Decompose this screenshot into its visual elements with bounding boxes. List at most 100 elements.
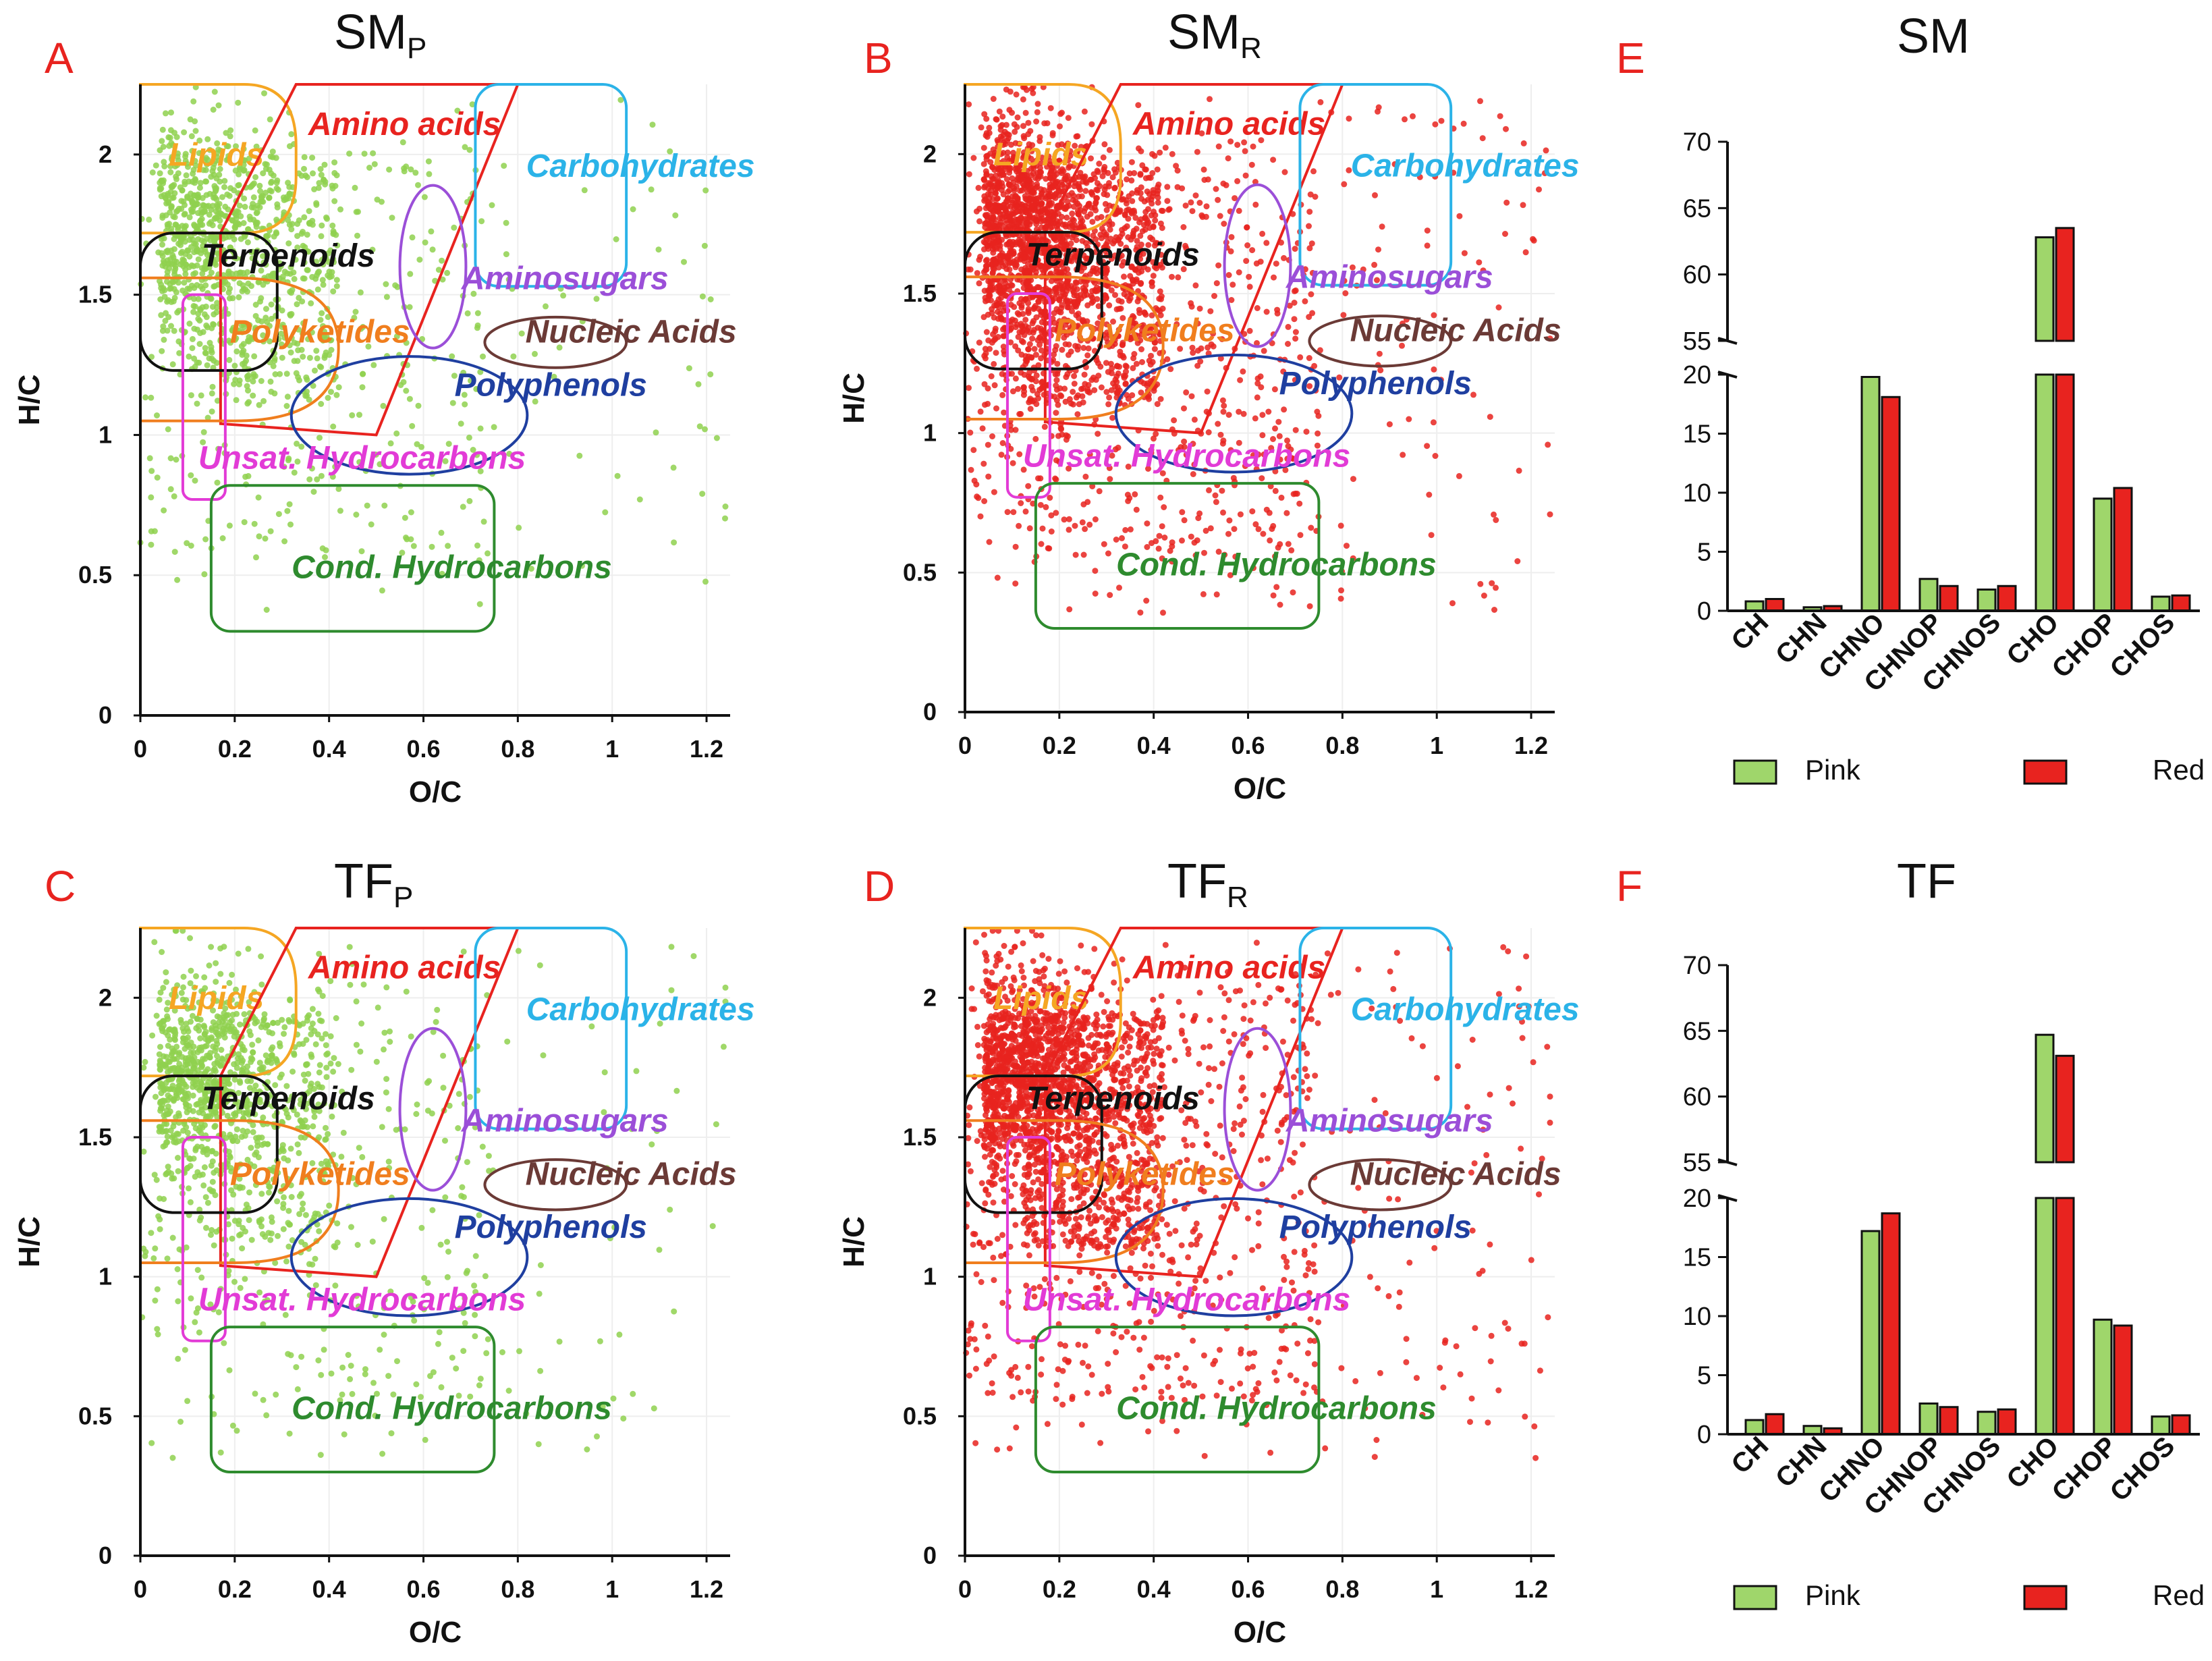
scatter-point xyxy=(1007,225,1014,232)
scatter-point xyxy=(1152,217,1159,224)
scatter-point xyxy=(244,383,250,389)
scatter-point xyxy=(408,509,414,516)
scatter-point xyxy=(1520,202,1526,209)
scatter-point xyxy=(528,566,534,572)
scatter-point xyxy=(1536,186,1542,193)
scatter-point xyxy=(1092,568,1099,574)
scatter-point xyxy=(177,1419,184,1425)
scatter-point xyxy=(345,1352,352,1358)
region-label-nuc: Nucleic Acids xyxy=(1350,312,1561,348)
scatter-point xyxy=(383,1076,390,1083)
scatter-point xyxy=(399,139,406,146)
scatter-point xyxy=(148,394,155,401)
scatter-point xyxy=(1081,371,1088,378)
scatter-point xyxy=(1199,213,1206,220)
scatter-point xyxy=(377,1346,383,1353)
scatter-point xyxy=(1029,320,1036,327)
scatter-point xyxy=(208,944,215,950)
x-axis-label: O/C xyxy=(409,775,462,809)
scatter-point xyxy=(1183,452,1190,458)
scatter-point xyxy=(242,203,248,210)
scatter-point xyxy=(171,285,177,292)
scatter-point xyxy=(483,1350,490,1357)
scatter-point xyxy=(308,1052,314,1058)
scatter-point xyxy=(406,304,413,310)
scatter-point xyxy=(1025,306,1032,312)
scatter-point xyxy=(223,142,230,149)
scatter-point xyxy=(1026,341,1033,348)
scatter-point xyxy=(271,358,278,364)
scatter-point xyxy=(1290,491,1297,497)
scatter-point xyxy=(1217,355,1224,362)
scatter-point xyxy=(191,296,197,302)
scatter-point xyxy=(429,1207,436,1214)
scatter-point xyxy=(273,1391,279,1398)
scatter-point xyxy=(1456,472,1462,479)
scatter-point xyxy=(281,1024,288,1031)
scatter-point xyxy=(1272,487,1279,494)
scatter-point xyxy=(335,485,342,492)
scatter-point xyxy=(200,167,206,173)
scatter-point xyxy=(206,264,213,271)
scatter-point xyxy=(1309,269,1316,276)
scatter-point xyxy=(314,286,321,293)
scatter-point xyxy=(1215,196,1221,203)
scatter-point xyxy=(206,355,213,362)
scatter-point xyxy=(182,271,189,277)
scatter-point xyxy=(970,447,977,454)
scatter-point xyxy=(686,365,692,372)
scatter-point xyxy=(193,973,199,979)
scatter-point xyxy=(1207,525,1214,532)
scatter-point xyxy=(278,330,285,337)
scatter-point xyxy=(329,473,336,480)
scatter-point xyxy=(1103,389,1110,396)
scatter-point xyxy=(996,215,1003,222)
scatter-point xyxy=(393,333,400,339)
scatter-point xyxy=(299,330,306,337)
scatter-point xyxy=(480,353,486,360)
scatter-point xyxy=(308,465,315,472)
scatter-point xyxy=(426,171,433,178)
scatter-point xyxy=(233,215,240,221)
scatter-point xyxy=(1042,207,1049,213)
scatter-point xyxy=(987,159,994,165)
scatter-point xyxy=(1105,550,1111,557)
scatter-point xyxy=(268,301,275,308)
scatter-point xyxy=(1091,387,1098,393)
scatter-point xyxy=(267,378,274,385)
scatter-point xyxy=(166,221,173,227)
scatter-point xyxy=(440,1052,447,1059)
scatter-point xyxy=(1297,532,1304,539)
scatter-point xyxy=(232,377,239,383)
scatter-point xyxy=(655,246,662,253)
scatter-point xyxy=(310,489,317,495)
scatter-point xyxy=(668,944,675,950)
scatter-point xyxy=(309,273,316,280)
scatter-point xyxy=(312,1041,319,1047)
scatter-point xyxy=(217,1449,224,1456)
scatter-point xyxy=(310,383,316,389)
scatter-point xyxy=(199,149,206,156)
scatter-point xyxy=(1065,115,1072,121)
scatter-point xyxy=(1516,467,1522,474)
scatter-point xyxy=(253,143,260,150)
scatter-point xyxy=(337,508,343,514)
scatter-point xyxy=(1267,483,1274,489)
scatter-point xyxy=(198,1274,205,1281)
scatter-point xyxy=(286,184,293,190)
scatter-point xyxy=(1112,169,1119,176)
scatter-point xyxy=(260,170,267,177)
scatter-point xyxy=(381,1216,387,1222)
scatter-point xyxy=(198,265,205,271)
scatter-point xyxy=(1317,99,1324,105)
scatter-point xyxy=(253,260,260,267)
scatter-point xyxy=(630,206,636,213)
scatter-point xyxy=(474,542,480,549)
panel-title-subscript: P xyxy=(393,881,413,914)
scatter-point xyxy=(176,1112,182,1119)
scatter-point xyxy=(278,341,285,348)
scatter-point xyxy=(231,223,238,230)
scatter-point xyxy=(246,399,252,406)
scatter-point xyxy=(1038,224,1045,231)
scatter-point xyxy=(1312,194,1319,200)
